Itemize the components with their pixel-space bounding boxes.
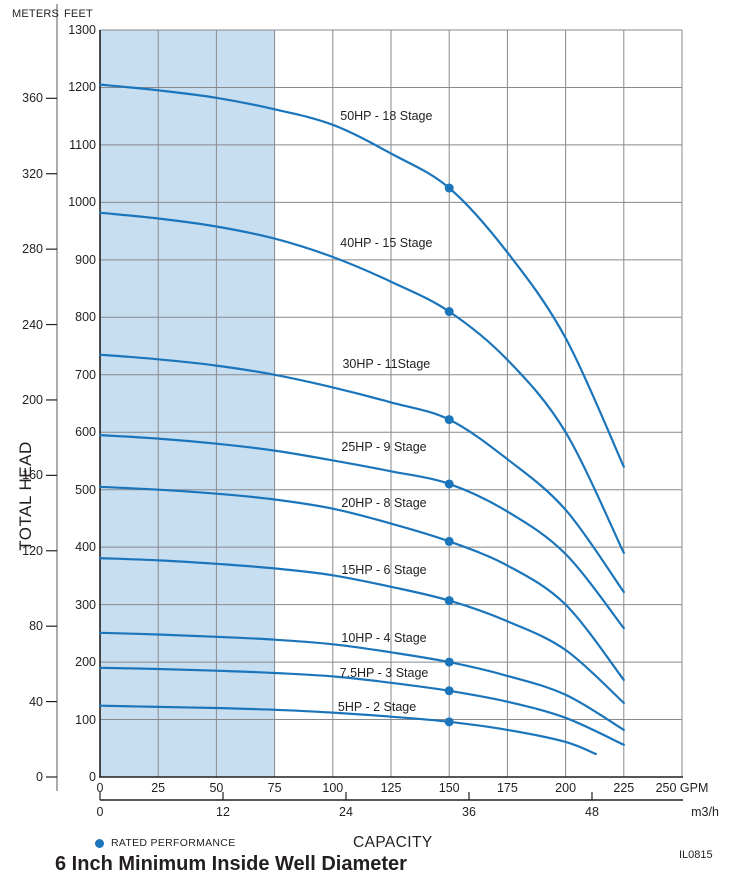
curve-30hp-11stage xyxy=(98,353,625,594)
curve-50hp-18-stage xyxy=(98,83,625,468)
feet-tick-800: 800 xyxy=(75,310,96,325)
m3h-tick-0: 0 xyxy=(96,805,104,819)
rated-point-25hp-9-stage xyxy=(444,479,454,489)
rated-performance-dot-icon xyxy=(95,838,104,848)
curve-5hp-2-stage xyxy=(98,704,597,756)
feet-tick-1100: 1100 xyxy=(69,137,96,152)
gpm-tick-50: 50 xyxy=(209,781,224,795)
curve-label-10hp-4-stage: 10HP - 4 Stage xyxy=(341,630,427,645)
curve-label-7-5hp-3-stage: 7.5HP - 3 Stage xyxy=(339,665,429,680)
feet-tick-0: 0 xyxy=(89,770,96,784)
curve-20hp-8-stage xyxy=(98,485,625,681)
legend-label: RATED PERFORMANCE xyxy=(111,837,236,849)
legend: RATED PERFORMANCE xyxy=(95,837,236,849)
curve-label-25hp-9-stage: 25HP - 9 Stage xyxy=(341,439,427,454)
gpm-tick-250: 250 GPM xyxy=(655,781,709,795)
curve-label-20hp-8-stage: 20HP - 8 Stage xyxy=(341,495,427,510)
rated-point-40hp-15-stage xyxy=(444,307,454,317)
feet-tick-700: 700 xyxy=(75,367,96,382)
feet-tick-900: 900 xyxy=(75,252,96,267)
curve-7-5hp-3-stage xyxy=(98,666,625,746)
feet-tick-100: 100 xyxy=(75,712,96,727)
x-axis-title: CAPACITY xyxy=(353,834,433,851)
gpm-tick-225: 225 xyxy=(613,781,635,795)
curve-label-5hp-2-stage: 5HP - 2 Stage xyxy=(337,699,417,714)
curve-15hp-6-stage xyxy=(98,557,625,704)
feet-tick-1200: 1200 xyxy=(68,80,96,95)
feet-tick-400: 400 xyxy=(75,540,96,555)
feet-tick-500: 500 xyxy=(75,482,96,497)
rated-point-10hp-4-stage xyxy=(444,657,454,667)
gpm-tick-150: 150 xyxy=(438,781,460,795)
m3h-tick-48: 48 xyxy=(585,805,599,819)
feet-tick-1000: 1000 xyxy=(68,195,96,210)
m3h-tick-36: 36 xyxy=(462,805,476,819)
gpm-tick-175: 175 xyxy=(496,781,518,795)
meters-axis-header: METERS xyxy=(12,8,60,20)
rated-point-5hp-2-stage xyxy=(444,717,454,727)
document-code: IL0815 xyxy=(679,849,713,861)
meters-tick-240: 240 xyxy=(22,317,43,332)
meters-tick-320: 320 xyxy=(22,166,43,181)
meters-tick-40: 40 xyxy=(29,694,43,709)
meters-tick-120: 120 xyxy=(22,543,43,558)
curve-label-15hp-6-stage: 15HP - 6 Stage xyxy=(341,563,427,578)
meters-tick-80: 80 xyxy=(29,619,43,634)
m3h-tick-24: 24 xyxy=(339,805,353,819)
m3h-unit-label: m3/h xyxy=(691,805,719,819)
meters-tick-360: 360 xyxy=(22,91,43,106)
meters-tick-280: 280 xyxy=(22,242,43,257)
shaded-operating-region xyxy=(100,30,275,777)
rated-point-7-5hp-3-stage xyxy=(444,686,454,696)
rated-point-15hp-6-stage xyxy=(444,596,454,606)
feet-tick-300: 300 xyxy=(75,597,96,612)
curve-40hp-15-stage xyxy=(98,211,625,554)
gpm-tick-125: 125 xyxy=(380,781,402,795)
chart-title: 6 Inch Minimum Inside Well Diameter xyxy=(55,853,407,875)
feet-tick-600: 600 xyxy=(75,425,96,440)
curve-label-50hp-18-stage: 50HP - 18 Stage xyxy=(340,109,433,124)
meters-tick-200: 200 xyxy=(22,392,43,407)
rated-point-20hp-8-stage xyxy=(444,536,454,546)
curve-label-30hp-11stage: 30HP - 11Stage xyxy=(342,357,431,372)
meters-tick-160: 160 xyxy=(22,468,43,483)
meters-tick-0: 0 xyxy=(36,770,43,784)
gpm-tick-75: 75 xyxy=(267,781,282,795)
curve-10hp-4-stage xyxy=(98,631,625,731)
m3h-tick-12: 12 xyxy=(216,805,230,819)
feet-tick-200: 200 xyxy=(75,655,96,670)
gpm-tick-200: 200 xyxy=(555,781,577,795)
gpm-tick-100: 100 xyxy=(322,781,344,795)
y-axis-title: TOTAL HEAD xyxy=(16,441,35,551)
feet-axis-header: FEET xyxy=(64,8,93,20)
curve-25hp-9-stage xyxy=(98,434,625,630)
feet-tick-1300: 1300 xyxy=(68,23,96,37)
rated-point-50hp-18-stage xyxy=(444,183,454,193)
rated-point-30hp-11stage xyxy=(444,415,454,425)
gpm-tick-25: 25 xyxy=(151,781,166,795)
gpm-tick-0: 0 xyxy=(96,781,104,795)
curve-label-40hp-15-stage: 40HP - 15 Stage xyxy=(340,235,433,250)
